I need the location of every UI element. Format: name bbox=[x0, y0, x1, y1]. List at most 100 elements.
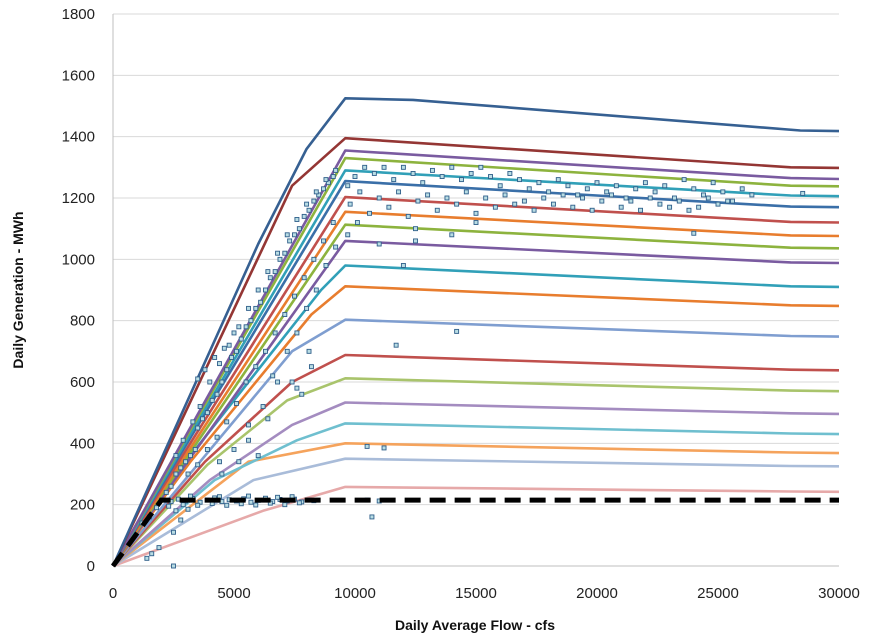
scatter-point bbox=[401, 165, 405, 169]
x-tick-label: 0 bbox=[109, 585, 117, 602]
scatter-point bbox=[208, 380, 212, 384]
scatter-point bbox=[285, 233, 289, 237]
scatter-point bbox=[273, 270, 277, 274]
scatter-point bbox=[648, 196, 652, 200]
scatter-point bbox=[440, 175, 444, 179]
scatter-point bbox=[542, 196, 546, 200]
scatter-point bbox=[522, 199, 526, 203]
scatter-point bbox=[201, 417, 205, 421]
scatter-point bbox=[266, 417, 270, 421]
scatter-point bbox=[706, 196, 710, 200]
x-tick-label: 15000 bbox=[455, 585, 497, 602]
scatter-point bbox=[295, 331, 299, 335]
scatter-point bbox=[503, 193, 507, 197]
scatter-point bbox=[576, 193, 580, 197]
scatter-point bbox=[179, 518, 183, 522]
scatter-point bbox=[455, 202, 459, 206]
scatter-point bbox=[532, 208, 536, 212]
scatter-point bbox=[663, 184, 667, 188]
scatter-point bbox=[271, 374, 275, 378]
scatter-point bbox=[445, 196, 449, 200]
scatter-point bbox=[346, 233, 350, 237]
scatter-point bbox=[365, 444, 369, 448]
scatter-point bbox=[188, 454, 192, 458]
scatter-point bbox=[469, 171, 473, 175]
scatter-point bbox=[232, 331, 236, 335]
scatter-point bbox=[196, 463, 200, 467]
scatter-point bbox=[254, 503, 258, 507]
scatter-point bbox=[382, 446, 386, 450]
scatter-point bbox=[605, 190, 609, 194]
scatter-point bbox=[324, 178, 328, 182]
scatter-point bbox=[295, 386, 299, 390]
scatter-point bbox=[172, 564, 176, 568]
scatter-point bbox=[322, 187, 326, 191]
scatter-point bbox=[537, 181, 541, 185]
scatter-point bbox=[474, 221, 478, 225]
scatter-point bbox=[489, 175, 493, 179]
scatter-point bbox=[305, 306, 309, 310]
y-tick-label: 200 bbox=[70, 497, 95, 514]
scatter-point bbox=[215, 435, 219, 439]
scatter-point bbox=[213, 355, 217, 359]
scatter-point bbox=[155, 506, 159, 510]
scatter-point bbox=[220, 380, 224, 384]
scatter-point bbox=[711, 181, 715, 185]
scatter-point bbox=[547, 190, 551, 194]
scatter-point bbox=[283, 251, 287, 255]
scatter-point bbox=[370, 515, 374, 519]
scatter-point bbox=[186, 507, 190, 511]
scatter-point bbox=[215, 392, 219, 396]
y-tick-label: 800 bbox=[70, 313, 95, 330]
scatter-point bbox=[513, 202, 517, 206]
scatter-point bbox=[322, 239, 326, 243]
scatter-point bbox=[174, 454, 178, 458]
scatter-point bbox=[276, 380, 280, 384]
scatter-point bbox=[254, 306, 258, 310]
scatter-point bbox=[217, 460, 221, 464]
y-tick-label: 400 bbox=[70, 435, 95, 452]
scatter-point bbox=[283, 503, 287, 507]
scatter-point bbox=[273, 331, 277, 335]
scatter-point bbox=[220, 472, 224, 476]
scatter-point bbox=[334, 168, 338, 172]
y-tick-label: 600 bbox=[70, 374, 95, 391]
scatter-point bbox=[331, 175, 335, 179]
scatter-point bbox=[263, 349, 267, 353]
scatter-point bbox=[205, 447, 209, 451]
scatter-point bbox=[677, 199, 681, 203]
scatter-point bbox=[346, 184, 350, 188]
scatter-point bbox=[701, 193, 705, 197]
scatter-point bbox=[302, 214, 306, 218]
scatter-point bbox=[256, 454, 260, 458]
scatter-point bbox=[382, 165, 386, 169]
scatter-point bbox=[643, 181, 647, 185]
scatter-point bbox=[167, 504, 171, 508]
scatter-point bbox=[551, 202, 555, 206]
scatter-point bbox=[614, 184, 618, 188]
scatter-point bbox=[188, 494, 192, 498]
scatter-point bbox=[290, 380, 294, 384]
scatter-point bbox=[174, 472, 178, 476]
scatter-point bbox=[307, 349, 311, 353]
scatter-point bbox=[653, 190, 657, 194]
scatter-point bbox=[692, 187, 696, 191]
scatter-point bbox=[571, 205, 575, 209]
scatter-point bbox=[406, 214, 410, 218]
scatter-point bbox=[692, 231, 696, 235]
x-tick-label: 5000 bbox=[217, 585, 250, 602]
scatter-point bbox=[278, 257, 282, 261]
scatter-point bbox=[293, 294, 297, 298]
scatter-point bbox=[416, 199, 420, 203]
scatter-point bbox=[687, 208, 691, 212]
scatter-point bbox=[740, 187, 744, 191]
scatter-point bbox=[353, 175, 357, 179]
scatter-point bbox=[401, 263, 405, 267]
scatter-point bbox=[247, 306, 251, 310]
scatter-point bbox=[629, 199, 633, 203]
scatter-point bbox=[387, 205, 391, 209]
scatter-point bbox=[227, 343, 231, 347]
scatter-point bbox=[331, 221, 335, 225]
scatter-point bbox=[249, 500, 253, 504]
scatter-point bbox=[150, 552, 154, 556]
